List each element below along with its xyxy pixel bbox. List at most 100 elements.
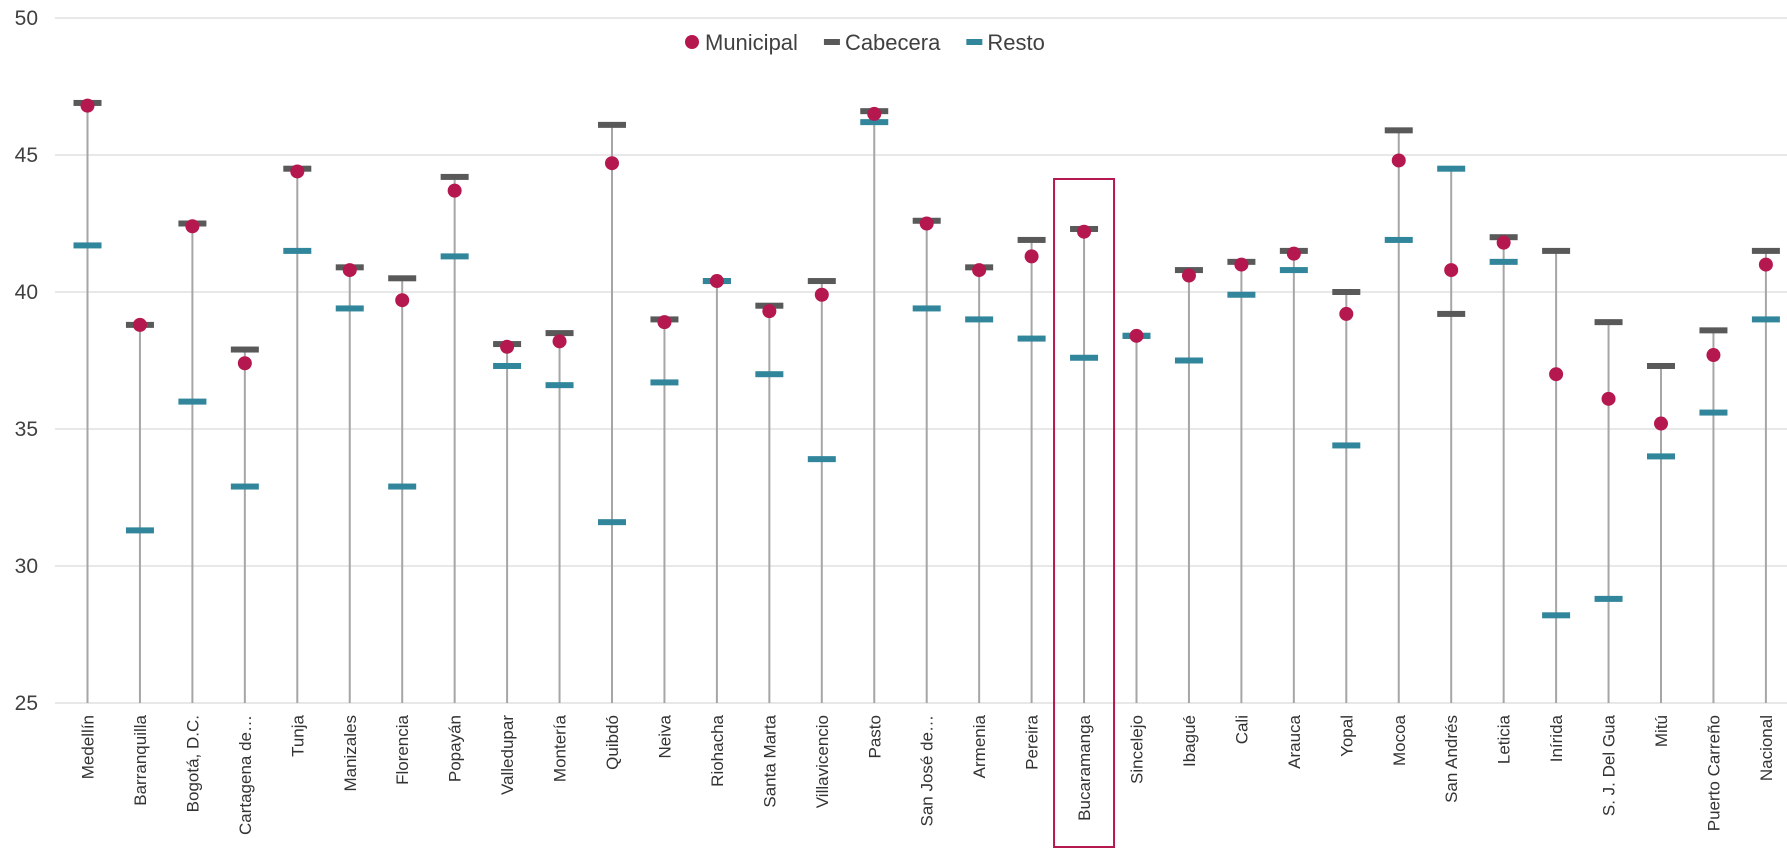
municipal-point	[762, 304, 777, 319]
municipal-point	[552, 334, 567, 349]
municipal-point	[1129, 328, 1144, 343]
x-tick-label: Nacional	[1757, 715, 1776, 781]
x-tick-label: Yopal	[1337, 715, 1356, 757]
y-tick-label: 30	[15, 555, 38, 578]
resto-marker	[440, 253, 469, 260]
resto-marker	[388, 483, 417, 490]
municipal-point	[342, 263, 357, 278]
cabecera-marker	[1647, 362, 1675, 369]
resto-marker	[1227, 291, 1256, 298]
resto-marker	[1384, 236, 1413, 243]
resto-marker	[1174, 357, 1203, 364]
resto-marker	[1279, 267, 1308, 274]
municipal-point	[80, 98, 95, 113]
cabecera-marker	[545, 330, 574, 337]
highlight-box	[1053, 178, 1116, 848]
cabecera-marker	[1594, 319, 1623, 326]
x-tick-label: Montería	[551, 714, 570, 782]
resto-marker	[1647, 453, 1675, 460]
legend-municipal-marker	[685, 35, 699, 49]
resto-marker	[755, 371, 784, 378]
x-tick-label: San Andrés	[1442, 715, 1461, 803]
x-tick-label: Cali	[1232, 715, 1251, 744]
municipal-point	[709, 274, 724, 289]
municipal-point	[972, 263, 987, 278]
cabecera-marker	[1751, 247, 1780, 254]
legend-cabecera-marker	[823, 39, 840, 45]
x-tick-label: Quibdó	[603, 715, 622, 770]
municipal-point	[814, 287, 829, 302]
x-tick-label: Armenia	[970, 714, 989, 778]
cabecera-marker	[1437, 310, 1466, 317]
y-tick-label: 45	[15, 144, 38, 167]
resto-marker	[545, 382, 574, 389]
y-tick-label: 40	[15, 281, 38, 304]
x-tick-label: Riohacha	[708, 714, 727, 786]
x-tick-label: Pasto	[865, 715, 884, 758]
x-tick-label: Cartagena de…	[236, 715, 255, 835]
x-tick-label: Arauca	[1285, 714, 1304, 768]
municipal-point	[1286, 246, 1301, 261]
resto-marker	[73, 242, 102, 249]
resto-marker	[178, 398, 207, 405]
legend-resto-label: Resto	[987, 30, 1044, 55]
resto-marker	[230, 483, 259, 490]
x-tick-label: Neiva	[655, 714, 674, 758]
resto-marker	[1489, 258, 1518, 265]
x-tick-label: Mocoa	[1390, 714, 1409, 766]
x-tick-label: Inírida	[1547, 714, 1566, 762]
municipal-point	[290, 164, 305, 179]
x-tick-label: San José de…	[918, 715, 937, 827]
municipal-point	[1024, 249, 1039, 264]
municipal-point	[867, 106, 882, 121]
municipal-point	[1339, 306, 1354, 321]
x-tick-label: Manizales	[341, 715, 360, 792]
cabecera-marker	[1542, 247, 1571, 254]
resto-marker	[493, 362, 522, 369]
x-tick-label: Puerto Carreño	[1704, 715, 1723, 831]
municipal-point	[237, 356, 252, 371]
x-tick-label: Bogotá, D.C.	[183, 715, 202, 812]
municipal-point	[132, 317, 147, 332]
x-tick-label: Tunja	[288, 714, 307, 756]
resto-marker	[965, 316, 994, 323]
resto-marker	[283, 247, 312, 254]
municipal-point	[1654, 416, 1668, 431]
cabecera-marker	[1017, 236, 1046, 243]
resto-marker	[1070, 354, 1099, 361]
x-tick-label: Popayán	[446, 715, 465, 782]
cabecera-marker	[1699, 327, 1728, 334]
municipal-point	[1496, 235, 1511, 250]
municipal-point	[1549, 367, 1564, 382]
resto-marker	[335, 305, 364, 312]
y-tick-label: 50	[15, 7, 38, 30]
legend-cabecera-label: Cabecera	[845, 30, 941, 55]
cabecera-marker	[598, 121, 626, 128]
municipal-point	[919, 216, 934, 231]
resto-marker	[1332, 442, 1361, 449]
resto-marker	[912, 305, 941, 312]
x-tick-label: Valledupar	[498, 715, 517, 795]
x-tick-label: Bucaramanga	[1075, 714, 1094, 820]
x-tick-label: Pereira	[1023, 714, 1042, 769]
cabecera-marker	[440, 173, 469, 180]
cabecera-marker	[388, 275, 417, 282]
municipal-point	[500, 339, 515, 354]
resto-marker	[650, 379, 679, 386]
municipal-point	[1758, 257, 1773, 272]
x-tick-label: Leticia	[1495, 714, 1514, 764]
resto-marker	[1542, 612, 1571, 619]
resto-marker	[1699, 409, 1728, 416]
x-tick-label: Santa Marta	[760, 714, 779, 807]
municipal-point	[1601, 391, 1616, 406]
x-tick-label: Florencia	[393, 714, 412, 784]
cabecera-marker	[230, 346, 259, 353]
resto-marker	[598, 519, 626, 526]
cabecera-marker	[1332, 289, 1361, 295]
municipal-point	[447, 183, 462, 198]
x-tick-label: Villavicencio	[813, 715, 832, 808]
resto-marker	[1437, 165, 1466, 172]
resto-marker	[860, 119, 889, 126]
